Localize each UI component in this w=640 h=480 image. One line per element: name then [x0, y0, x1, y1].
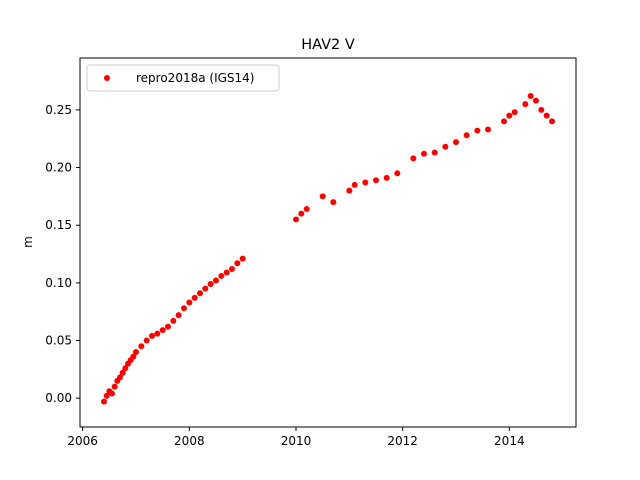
data-point: [138, 343, 145, 350]
data-point: [186, 299, 193, 306]
data-point: [218, 272, 225, 279]
data-point: [170, 317, 177, 324]
chart-title: HAV2 V: [301, 37, 355, 53]
data-point: [533, 97, 539, 104]
data-point: [431, 149, 438, 156]
y-tick-label: 0.20: [45, 161, 72, 175]
data-point: [543, 112, 550, 119]
y-axis: 0.00 0.05 0.10 0.15 0.20 0.25: [45, 103, 80, 405]
data-point: [130, 353, 137, 360]
data-point: [362, 179, 369, 186]
data-point: [511, 109, 518, 116]
data-point: [181, 305, 187, 312]
data-point: [223, 269, 230, 276]
y-tick-label: 0.25: [45, 103, 72, 117]
data-point: [506, 112, 513, 119]
data-point: [394, 170, 401, 177]
legend-marker: [104, 75, 110, 81]
y-tick-label: 0.15: [45, 218, 72, 232]
data-point: [522, 101, 529, 108]
data-point: [109, 390, 115, 397]
data-point: [298, 210, 305, 217]
data-point: [103, 392, 110, 399]
data-point: [549, 118, 555, 125]
data-point: [159, 327, 166, 334]
data-point: [351, 181, 358, 188]
x-tick-label: 2010: [281, 434, 312, 448]
legend-box: [86, 64, 280, 92]
data-point: [442, 143, 449, 150]
data-point: [149, 332, 155, 339]
data-point: [207, 281, 214, 288]
data-point: [453, 139, 459, 146]
data-point: [293, 216, 299, 223]
x-tick-label: 2014: [494, 434, 525, 448]
data-point: [421, 150, 427, 157]
data-point: [197, 290, 203, 297]
data-point: [410, 155, 417, 162]
data-point: [117, 374, 123, 381]
y-axis-label: m: [21, 236, 35, 248]
y-tick-label: 0.05: [45, 334, 72, 348]
data-point: [154, 330, 161, 337]
data-point: [474, 127, 481, 134]
legend: repro2018a (IGS14): [86, 64, 280, 92]
data-point: [202, 285, 209, 292]
x-tick-label: 2006: [67, 434, 98, 448]
y-tick-label: 0.10: [45, 276, 72, 290]
data-point: [101, 398, 107, 405]
data-point: [165, 323, 171, 330]
data-point: [143, 337, 150, 344]
data-point: [239, 255, 246, 262]
x-tick-label: 2012: [387, 434, 418, 448]
data-point: [538, 106, 545, 113]
data-point: [501, 118, 507, 125]
data-point: [383, 174, 390, 181]
data-point: [111, 383, 118, 390]
data-point: [191, 294, 198, 301]
data-point: [463, 132, 470, 139]
x-tick-label: 2008: [174, 434, 205, 448]
data-point: [119, 369, 126, 376]
data-point: [330, 199, 337, 206]
data-point: [122, 365, 129, 372]
data-point: [175, 312, 182, 319]
data-point: [234, 260, 241, 267]
data-point: [346, 187, 353, 194]
data-point: [485, 126, 491, 133]
data-point: [373, 177, 379, 184]
plot-frame: [79, 57, 577, 428]
data-point: [213, 277, 219, 284]
data-point: [319, 193, 326, 200]
data-point: [229, 266, 235, 273]
data-points: [101, 93, 555, 405]
x-axis: 2006 2008 2010 2012 2014: [67, 427, 525, 448]
data-point: [133, 349, 139, 356]
y-tick-label: 0.00: [45, 391, 72, 405]
legend-entry: repro2018a (IGS14): [136, 71, 254, 85]
data-point: [527, 93, 534, 100]
data-point: [303, 206, 310, 213]
